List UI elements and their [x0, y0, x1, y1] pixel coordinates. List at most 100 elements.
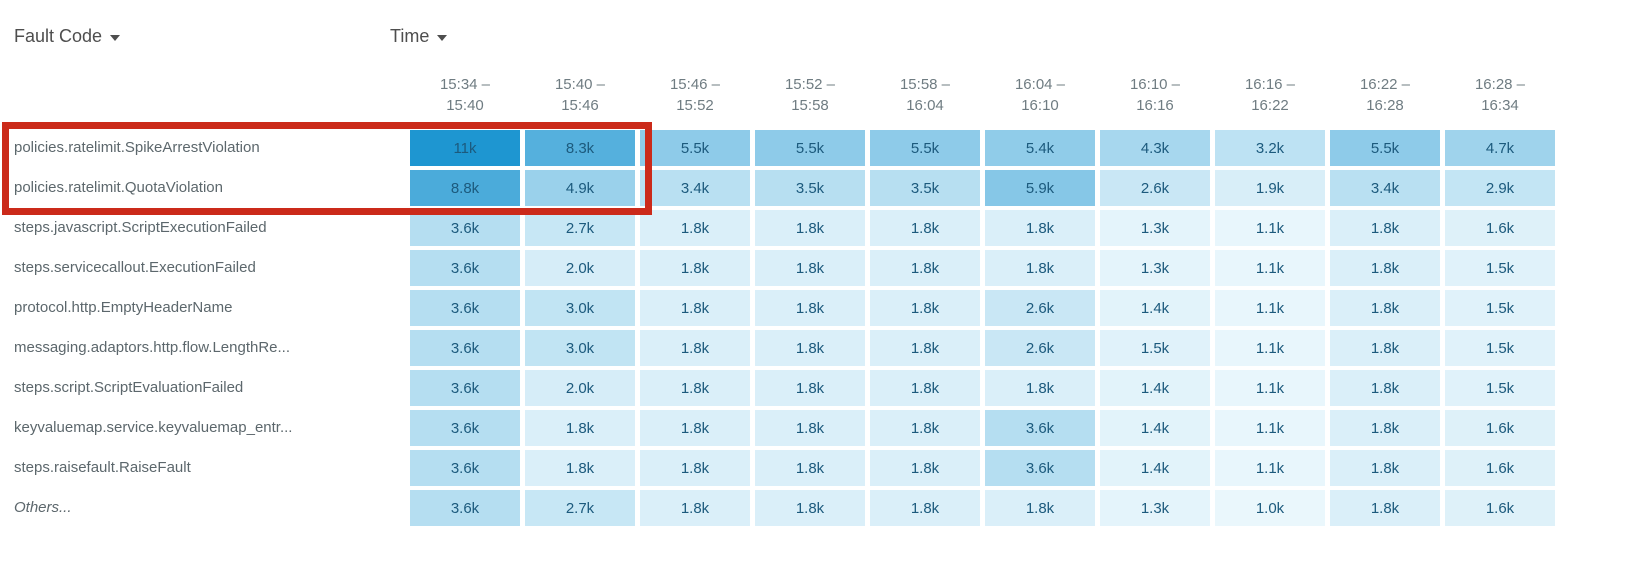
heatmap-cell[interactable]: 1.6k	[1445, 490, 1555, 526]
heatmap-cell[interactable]: 1.8k	[640, 410, 750, 446]
heatmap-cell[interactable]: 1.8k	[1330, 250, 1440, 286]
heatmap-cell[interactable]: 1.4k	[1100, 410, 1210, 446]
heatmap-cell[interactable]: 1.8k	[870, 370, 980, 406]
heatmap-cell[interactable]: 1.8k	[640, 210, 750, 246]
heatmap-cell[interactable]: 1.8k	[1330, 370, 1440, 406]
heatmap-cell[interactable]: 3.2k	[1215, 130, 1325, 166]
heatmap-cell[interactable]: 1.8k	[525, 410, 635, 446]
heatmap-cell[interactable]: 2.6k	[985, 290, 1095, 326]
heatmap-cell[interactable]: 3.4k	[640, 170, 750, 206]
heatmap-cell[interactable]: 3.6k	[410, 450, 520, 486]
heatmap-cell[interactable]: 1.8k	[755, 450, 865, 486]
heatmap-cell[interactable]: 1.1k	[1215, 290, 1325, 326]
heatmap-cell[interactable]: 1.8k	[1330, 330, 1440, 366]
heatmap-cell[interactable]: 1.8k	[1330, 490, 1440, 526]
heatmap-cell[interactable]: 2.7k	[525, 210, 635, 246]
heatmap-cell[interactable]: 1.8k	[755, 370, 865, 406]
heatmap-cell[interactable]: 1.8k	[755, 210, 865, 246]
heatmap-cell[interactable]: 3.0k	[525, 290, 635, 326]
heatmap-cell[interactable]: 3.6k	[410, 490, 520, 526]
heatmap-cell[interactable]: 1.8k	[755, 330, 865, 366]
heatmap-cell[interactable]: 1.8k	[870, 210, 980, 246]
heatmap-cell[interactable]: 1.8k	[870, 250, 980, 286]
heatmap-cell[interactable]: 1.6k	[1445, 410, 1555, 446]
heatmap-cell[interactable]: 1.0k	[1215, 490, 1325, 526]
heatmap-cell[interactable]: 1.8k	[985, 370, 1095, 406]
heatmap-cell[interactable]: 1.8k	[640, 370, 750, 406]
heatmap-cell[interactable]: 1.3k	[1100, 210, 1210, 246]
heatmap-cell[interactable]: 1.8k	[755, 290, 865, 326]
heatmap-cell[interactable]: 2.6k	[985, 330, 1095, 366]
heatmap-cell[interactable]: 11k	[410, 130, 520, 166]
heatmap-cell[interactable]: 3.6k	[410, 250, 520, 286]
heatmap-cell[interactable]: 2.0k	[525, 370, 635, 406]
heatmap-cell[interactable]: 1.3k	[1100, 250, 1210, 286]
heatmap-cell[interactable]: 3.0k	[525, 330, 635, 366]
heatmap-cell[interactable]: 2.7k	[525, 490, 635, 526]
heatmap-cell[interactable]: 4.3k	[1100, 130, 1210, 166]
heatmap-cell[interactable]: 1.8k	[640, 490, 750, 526]
heatmap-cell[interactable]: 5.5k	[870, 130, 980, 166]
heatmap-cell[interactable]: 1.8k	[985, 490, 1095, 526]
heatmap-cell[interactable]: 1.1k	[1215, 330, 1325, 366]
heatmap-cell[interactable]: 1.8k	[755, 250, 865, 286]
heatmap-cell[interactable]: 5.5k	[640, 130, 750, 166]
heatmap-cell[interactable]: 1.5k	[1100, 330, 1210, 366]
heatmap-cell[interactable]: 1.8k	[755, 490, 865, 526]
heatmap-cell[interactable]: 1.8k	[525, 450, 635, 486]
heatmap-cell[interactable]: 1.8k	[640, 330, 750, 366]
heatmap-cell[interactable]: 8.3k	[525, 130, 635, 166]
heatmap-cell[interactable]: 3.5k	[870, 170, 980, 206]
heatmap-cell[interactable]: 1.5k	[1445, 250, 1555, 286]
heatmap-cell[interactable]: 2.9k	[1445, 170, 1555, 206]
heatmap-cell[interactable]: 1.8k	[870, 290, 980, 326]
heatmap-cell[interactable]: 5.5k	[755, 130, 865, 166]
heatmap-cell[interactable]: 1.3k	[1100, 490, 1210, 526]
heatmap-cell[interactable]: 1.1k	[1215, 250, 1325, 286]
heatmap-cell[interactable]: 3.6k	[410, 410, 520, 446]
heatmap-cell[interactable]: 1.8k	[870, 490, 980, 526]
heatmap-cell[interactable]: 1.9k	[1215, 170, 1325, 206]
heatmap-cell[interactable]: 8.8k	[410, 170, 520, 206]
heatmap-cell[interactable]: 1.8k	[640, 290, 750, 326]
fault-code-dropdown[interactable]: Fault Code	[14, 26, 121, 47]
heatmap-cell[interactable]: 4.9k	[525, 170, 635, 206]
heatmap-cell[interactable]: 1.4k	[1100, 290, 1210, 326]
heatmap-cell[interactable]: 1.8k	[1330, 410, 1440, 446]
heatmap-cell[interactable]: 1.8k	[1330, 290, 1440, 326]
heatmap-cell[interactable]: 1.8k	[755, 410, 865, 446]
heatmap-cell[interactable]: 1.8k	[1330, 450, 1440, 486]
heatmap-cell[interactable]: 1.5k	[1445, 290, 1555, 326]
heatmap-cell[interactable]: 3.5k	[755, 170, 865, 206]
heatmap-cell[interactable]: 4.7k	[1445, 130, 1555, 166]
heatmap-cell[interactable]: 3.4k	[1330, 170, 1440, 206]
time-dropdown[interactable]: Time	[390, 26, 448, 47]
heatmap-cell[interactable]: 1.6k	[1445, 210, 1555, 246]
heatmap-cell[interactable]: 5.5k	[1330, 130, 1440, 166]
heatmap-cell[interactable]: 1.8k	[640, 450, 750, 486]
heatmap-cell[interactable]: 3.6k	[985, 410, 1095, 446]
heatmap-cell[interactable]: 3.6k	[410, 290, 520, 326]
heatmap-cell[interactable]: 2.6k	[1100, 170, 1210, 206]
heatmap-cell[interactable]: 1.6k	[1445, 450, 1555, 486]
heatmap-cell[interactable]: 2.0k	[525, 250, 635, 286]
heatmap-cell[interactable]: 1.1k	[1215, 450, 1325, 486]
heatmap-cell[interactable]: 3.6k	[410, 370, 520, 406]
heatmap-cell[interactable]: 1.8k	[870, 330, 980, 366]
heatmap-cell[interactable]: 1.8k	[870, 410, 980, 446]
heatmap-cell[interactable]: 3.6k	[410, 210, 520, 246]
heatmap-cell[interactable]: 5.9k	[985, 170, 1095, 206]
heatmap-cell[interactable]: 1.8k	[985, 250, 1095, 286]
heatmap-cell[interactable]: 3.6k	[985, 450, 1095, 486]
heatmap-cell[interactable]: 1.4k	[1100, 370, 1210, 406]
heatmap-cell[interactable]: 1.8k	[640, 250, 750, 286]
heatmap-cell[interactable]: 1.8k	[985, 210, 1095, 246]
heatmap-cell[interactable]: 1.8k	[1330, 210, 1440, 246]
heatmap-cell[interactable]: 1.4k	[1100, 450, 1210, 486]
heatmap-cell[interactable]: 3.6k	[410, 330, 520, 366]
heatmap-cell[interactable]: 5.4k	[985, 130, 1095, 166]
heatmap-cell[interactable]: 1.1k	[1215, 370, 1325, 406]
heatmap-cell[interactable]: 1.5k	[1445, 370, 1555, 406]
heatmap-cell[interactable]: 1.1k	[1215, 210, 1325, 246]
heatmap-cell[interactable]: 1.1k	[1215, 410, 1325, 446]
